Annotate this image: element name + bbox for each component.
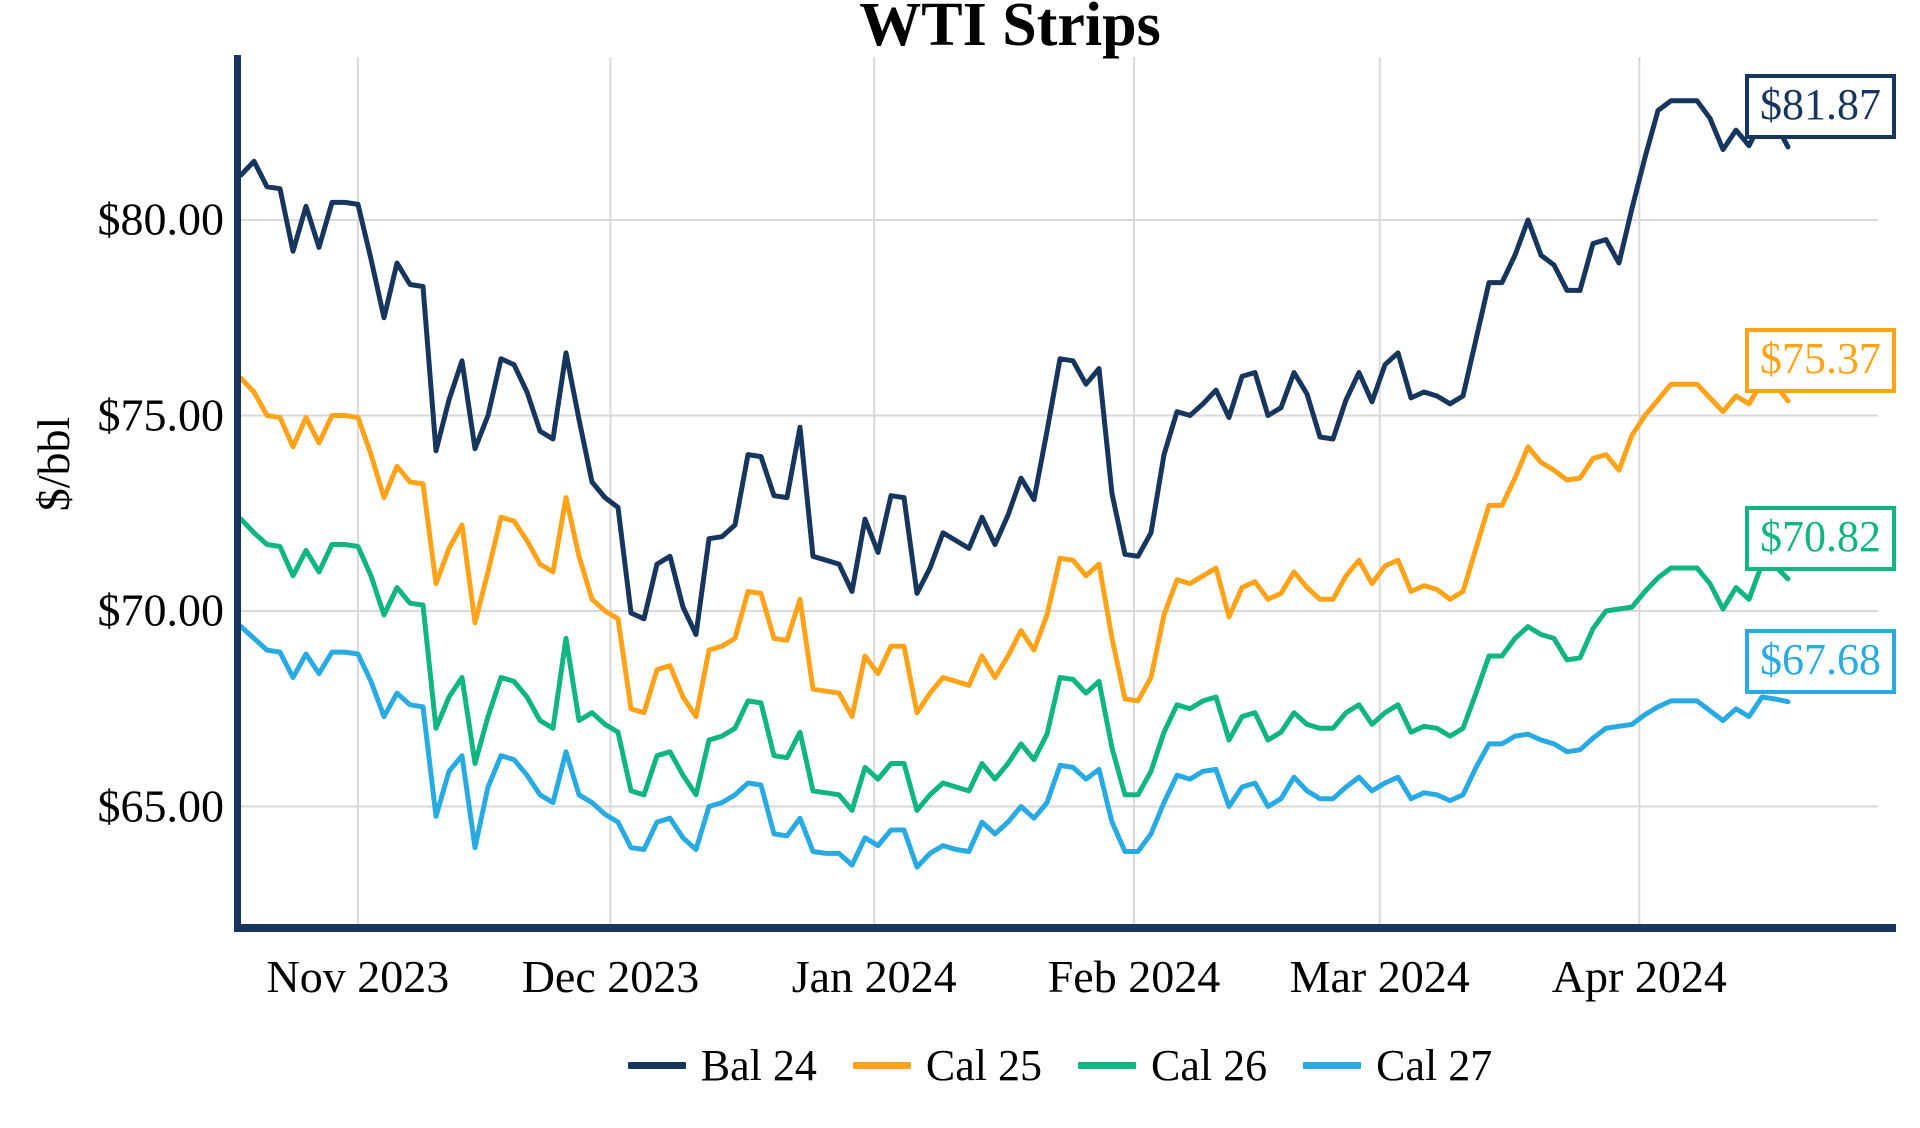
legend-swatch-bal-24 <box>627 1062 686 1069</box>
series-line-cal-26 <box>238 516 1791 813</box>
x-tick-label: Nov 2023 <box>266 951 450 1002</box>
end-label-cal-26: $70.82 <box>1745 505 1896 571</box>
chart-legend: Bal 24 Cal 25 Cal 26 Cal 27 <box>240 1040 1880 1091</box>
end-label-cal-27: $67.68 <box>1745 628 1896 694</box>
legend-item-cal-27: Cal 27 <box>1303 1040 1492 1091</box>
end-label-cal-25: $75.37 <box>1745 328 1896 393</box>
legend-swatch-cal-27 <box>1303 1062 1362 1069</box>
series-line-bal-24 <box>238 98 1791 637</box>
series-line-cal-27 <box>238 624 1791 870</box>
legend-label: Bal 24 <box>700 1041 817 1090</box>
y-tick-label: $70.00 <box>97 584 225 636</box>
legend-label: Cal 27 <box>1376 1041 1493 1090</box>
y-tick-label: $65.00 <box>97 779 225 831</box>
legend-item-cal-26: Cal 26 <box>1078 1040 1267 1091</box>
end-label-bal-24: $81.87 <box>1745 73 1896 139</box>
x-tick-label: Feb 2024 <box>1047 951 1221 1002</box>
y-tick-label: $80.00 <box>97 193 225 245</box>
y-tick-label: $75.00 <box>97 388 225 440</box>
legend-swatch-cal-25 <box>852 1062 911 1069</box>
x-tick-label: Jan 2024 <box>791 951 957 1002</box>
legend-item-cal-25: Cal 25 <box>852 1040 1042 1091</box>
legend-label: Cal 26 <box>1151 1041 1268 1090</box>
x-axis-line <box>234 924 1896 932</box>
x-tick-label: Mar 2024 <box>1289 951 1470 1002</box>
x-tick-label: Apr 2024 <box>1551 951 1727 1002</box>
chart-title: WTI Strips <box>859 0 1161 59</box>
legend-item-bal-24: Bal 24 <box>627 1040 817 1091</box>
legend-label: Cal 25 <box>925 1041 1042 1090</box>
legend-swatch-cal-26 <box>1078 1062 1136 1069</box>
series-line-cal-25 <box>238 375 1791 720</box>
y-axis-line <box>234 55 241 932</box>
x-tick-label: Dec 2023 <box>521 951 700 1002</box>
